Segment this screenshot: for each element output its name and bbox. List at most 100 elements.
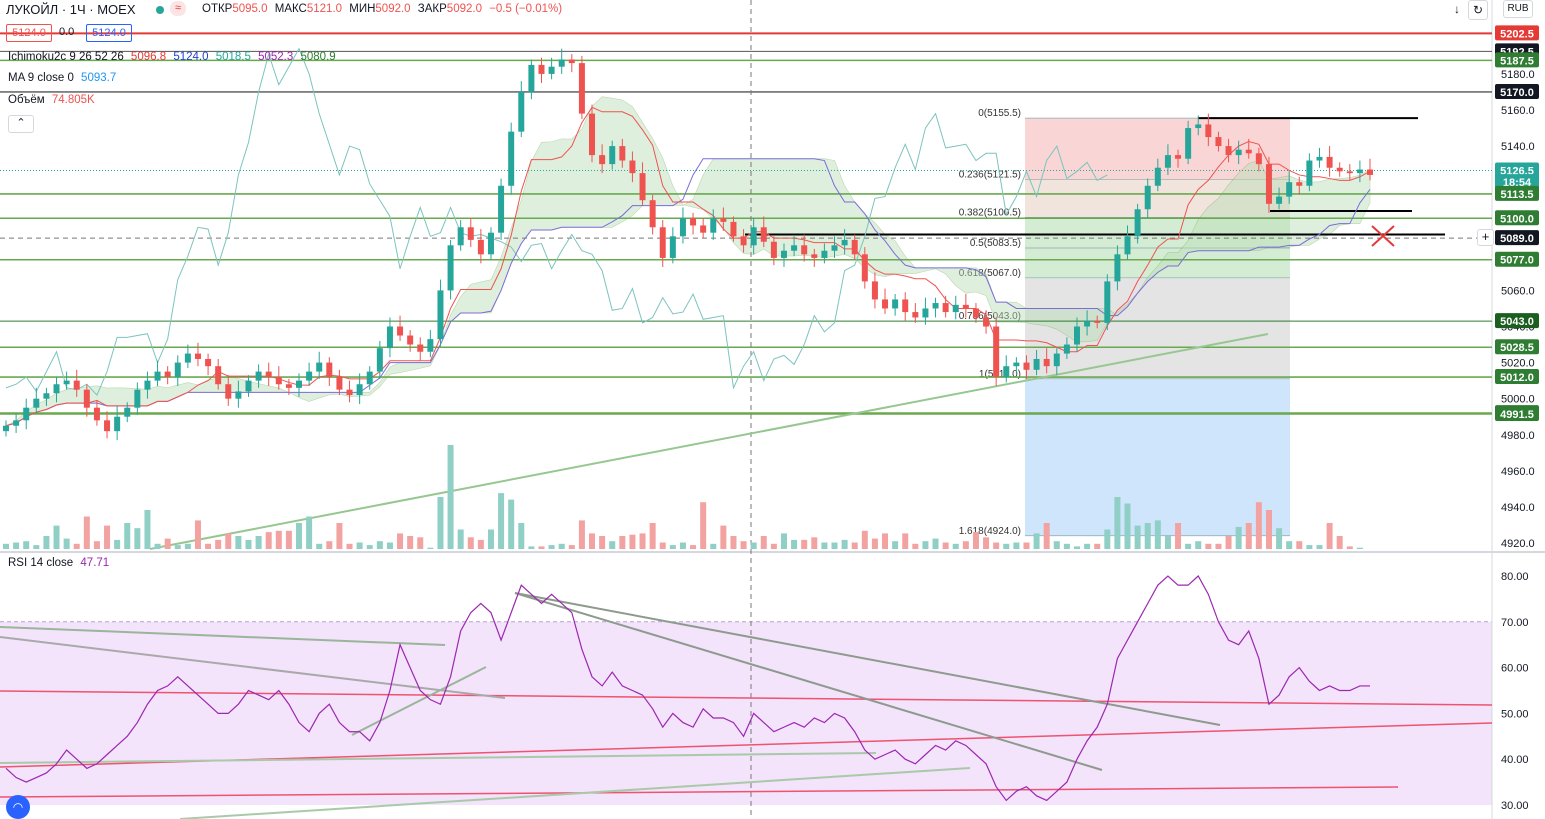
candle-body (104, 420, 111, 432)
candle-body (780, 250, 787, 258)
candle-body (417, 344, 424, 352)
candle-body (3, 425, 9, 432)
volume-bar (932, 538, 939, 549)
candle-body (235, 391, 242, 399)
volume-bar (518, 523, 525, 549)
candle-body (902, 299, 909, 313)
volume-bar (43, 536, 50, 549)
volume-bar (154, 543, 161, 549)
candle-body (164, 371, 171, 378)
rsi-line (5, 575, 1370, 802)
volume-bar (1053, 541, 1060, 549)
candle-body (1306, 160, 1313, 186)
volume-bar (619, 536, 626, 549)
volume-bar (498, 493, 505, 549)
candle-body (791, 245, 798, 251)
candle-body (53, 384, 60, 394)
volume-bar (134, 528, 141, 549)
candle-body (558, 59, 565, 67)
alert-badge[interactable]: ≈ (170, 1, 186, 16)
volume-bar (1235, 526, 1242, 549)
candle-body (225, 384, 232, 399)
candle-body (326, 362, 333, 378)
add-level-button[interactable]: + (1477, 229, 1494, 246)
rsi-tick-label: 50.00 (1501, 708, 1529, 720)
volume-bar (760, 536, 767, 549)
volume-bar (467, 537, 474, 549)
candle-body (659, 227, 666, 258)
candle-body (770, 241, 777, 258)
spread-value: 0.0 (59, 26, 75, 38)
candle-body (942, 303, 949, 313)
candle-body (1367, 169, 1373, 175)
candle-body (528, 64, 535, 92)
candle-body (1296, 182, 1303, 186)
volume-bar (164, 538, 171, 549)
candle-body (700, 225, 707, 233)
candle-body (296, 380, 303, 388)
candle-body (568, 59, 575, 64)
candle-body (316, 362, 323, 372)
candle-body (13, 420, 20, 426)
volume-bar (1336, 536, 1343, 549)
fib-level-label: 0.618(5067.0) (959, 268, 1021, 279)
collapse-legend-button[interactable]: ⌃ (8, 115, 34, 133)
candle-body (285, 384, 292, 388)
volume-bar (427, 547, 434, 549)
chart-header: ЛУКОЙЛ · 1Ч · MOEX (6, 2, 136, 17)
volume-bar (1043, 523, 1050, 549)
currency-button[interactable]: RUB (1503, 0, 1533, 18)
volume-bar (882, 533, 889, 549)
rsi-tick-label: 40.00 (1501, 754, 1529, 766)
sell-button[interactable]: 5124.0 (6, 24, 52, 42)
price-tag (1495, 230, 1539, 246)
candle-body (1195, 124, 1202, 129)
volume-bar (690, 545, 697, 549)
volume-bar (528, 546, 535, 549)
candle-body (690, 218, 697, 226)
tradingview-logo-icon[interactable]: ◠ (6, 795, 30, 819)
volume-bar (1134, 525, 1141, 549)
ma-value: 5093.7 (81, 72, 117, 84)
rsi-tick-label: 70.00 (1501, 617, 1529, 629)
volume-bar (457, 529, 464, 549)
price-tick-label: 5060.0 (1501, 285, 1535, 297)
price-tick-label: 5180.0 (1501, 69, 1535, 81)
buy-button[interactable]: 5124.0 (86, 24, 132, 42)
price-tag (1495, 406, 1539, 422)
price-tag-label: 4991.5 (1500, 409, 1534, 421)
volume-bar (558, 543, 565, 549)
fib-zone-1-1618 (1025, 378, 1290, 536)
price-tick-label: 4960.0 (1501, 466, 1535, 478)
volume-bar (447, 445, 454, 549)
volume-bar (356, 542, 363, 549)
volume-bar (791, 539, 798, 549)
volume-bar (336, 523, 343, 549)
trendline-up (149, 333, 1269, 550)
rsi-trendline-gray (0, 636, 506, 699)
volume-bar (477, 539, 484, 549)
volume-bar (1225, 536, 1232, 549)
volume-bar (831, 542, 838, 549)
price-tag-label: 5043.0 (1500, 316, 1534, 328)
volume-bar (922, 541, 929, 549)
rsi-band (0, 621, 1492, 805)
candle-body (1346, 171, 1353, 174)
refresh-icon[interactable]: ↻ (1468, 0, 1488, 20)
volume-bar (23, 541, 30, 549)
price-tag (1495, 339, 1539, 355)
fib-level-label: 0.382(5100.5) (959, 207, 1021, 218)
symbol-title[interactable]: ЛУКОЙЛ · 1Ч · MOEX (6, 2, 136, 17)
candle-body (669, 236, 676, 258)
candle-body (174, 362, 181, 378)
price-tag (1495, 185, 1539, 201)
candle-body (578, 63, 585, 114)
volume-bar (1164, 536, 1171, 549)
candle-body (194, 353, 201, 359)
candle-body (205, 358, 212, 367)
candle-body (336, 377, 343, 390)
volume-bar (871, 538, 878, 549)
candle-body (33, 398, 40, 408)
down-arrow-icon[interactable]: ↓ (1449, 0, 1465, 18)
